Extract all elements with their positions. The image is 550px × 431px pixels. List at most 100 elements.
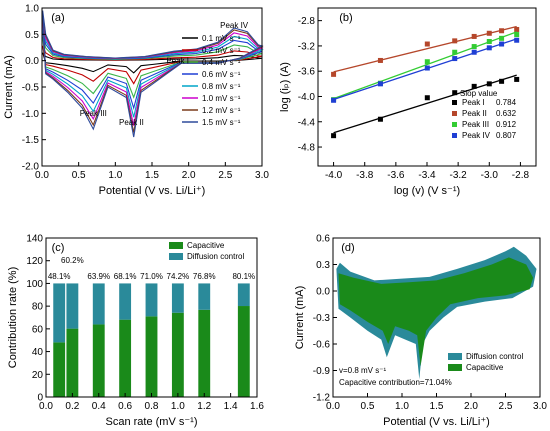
legend-label: 1.5 mV s⁻¹ — [202, 118, 241, 127]
data-point — [331, 97, 337, 103]
y-axis-label: Current (mA) — [3, 55, 15, 119]
x-tick-label: 0.2 — [65, 401, 79, 412]
bar-data-label: 68.1% — [114, 272, 137, 281]
y-tick-label: 0.0 — [316, 287, 330, 298]
bar-diffusion — [66, 283, 79, 329]
y-tick-label: 20 — [32, 370, 44, 381]
data-point — [499, 41, 505, 47]
y-tick-label: -0.6 — [313, 340, 331, 351]
y-tick-label: 0 — [37, 393, 43, 404]
y-tick-label: 140 — [26, 234, 43, 245]
bar-diffusion — [198, 283, 211, 310]
y-tick-label: -3.2 — [298, 41, 316, 52]
cv-curves-group — [42, 10, 264, 138]
data-point — [486, 38, 492, 44]
legend-label: 0.8 mV s⁻¹ — [202, 82, 241, 91]
legend-swatch — [169, 253, 183, 260]
bar-capacitive — [237, 306, 250, 397]
legend-swatch — [452, 133, 457, 138]
x-tick-label: 1.0 — [395, 401, 409, 412]
x-tick-label: 0.0 — [326, 401, 340, 412]
bar-capacitive — [119, 319, 132, 397]
legend-label: 0.2 mV s⁻¹ — [202, 46, 241, 55]
x-tick-label: 2.5 — [218, 170, 232, 181]
x-tick-label: 1.2 — [197, 401, 211, 412]
data-point — [471, 33, 477, 39]
x-tick-label: -3.4 — [418, 170, 436, 181]
y-tick-label: 60 — [32, 324, 44, 335]
legend-label: 0.6 mV s⁻¹ — [202, 70, 241, 79]
legend-label: Peak II — [462, 109, 487, 118]
x-tick-label: 2.5 — [499, 401, 513, 412]
legend-label: 1.0 mV s⁻¹ — [202, 94, 241, 103]
legend-swatch — [452, 100, 457, 105]
data-point — [471, 44, 477, 50]
x-tick-label: 0.0 — [39, 401, 53, 412]
bar-diffusion — [92, 283, 105, 325]
bar-capacitive — [145, 316, 158, 397]
legend-slope: 0.912 — [496, 120, 517, 129]
bar-diffusion — [171, 283, 184, 313]
x-tick-label: -4.0 — [325, 170, 343, 181]
legend-slope: 0.632 — [496, 109, 517, 118]
data-point — [499, 35, 505, 41]
x-axis-label: Scan rate (mV s⁻¹) — [106, 416, 198, 428]
y-axis-label: log (iₚ) (A) — [279, 62, 291, 112]
y-tick-label: -2.0 — [22, 162, 40, 173]
y-axis-label: Contribution rate (%) — [7, 267, 19, 369]
bar-data-label: 74.2% — [167, 272, 190, 281]
panel-label: (d) — [341, 242, 354, 254]
bar-diffusion — [237, 283, 250, 307]
data-point — [377, 116, 383, 122]
legend-label: Capacitive — [466, 363, 504, 372]
y-tick-label: -1.0 — [22, 109, 40, 120]
x-tick-label: -3.2 — [450, 170, 468, 181]
x-tick-label: 0.5 — [361, 401, 375, 412]
x-axis-label: log (v) (V s⁻¹) — [394, 185, 460, 197]
bar-data-label: 76.8% — [193, 272, 216, 281]
y-tick-label: -4.4 — [298, 117, 316, 128]
legend-label: 1.2 mV s⁻¹ — [202, 106, 241, 115]
data-point — [377, 81, 383, 87]
cv-curve — [42, 10, 264, 138]
y-tick-label: 0.0 — [25, 56, 39, 67]
x-axis-label: Potential (V vs. Li/Li⁺) — [99, 185, 206, 197]
x-tick-label: 0.8 — [145, 401, 159, 412]
y-tick-label: 0.3 — [316, 260, 330, 271]
x-tick-label: 3.0 — [255, 170, 269, 181]
peak-annotation: Peak II — [119, 118, 144, 127]
capacitive-contribution-annotation: Capacitive contribution=71.04% — [339, 378, 452, 387]
x-tick-label: -3.8 — [356, 170, 374, 181]
bar-capacitive — [66, 328, 79, 397]
y-tick-label: 0.5 — [25, 30, 39, 41]
data-point — [452, 38, 458, 44]
data-point — [499, 78, 505, 84]
data-point — [486, 81, 492, 87]
legend-label: Peak IV — [462, 131, 491, 140]
data-point — [331, 71, 337, 77]
y-tick-label: -2.8 — [298, 16, 316, 27]
bar-diffusion — [53, 283, 66, 343]
x-axis-label: Potential (V vs. Li/Li⁺) — [383, 416, 490, 428]
bar-data-label: 60.2% — [61, 256, 84, 265]
fit-line — [333, 25, 517, 73]
data-point — [377, 57, 383, 63]
data-point — [452, 49, 458, 55]
data-point — [471, 49, 477, 55]
bar-data-label: 71.0% — [140, 272, 163, 281]
y-tick-label: -0.5 — [22, 83, 40, 94]
bar-capacitive — [53, 342, 66, 397]
legend-label: Capacitive — [187, 241, 225, 250]
bar-data-label: 48.1% — [48, 272, 71, 281]
data-point — [514, 32, 520, 38]
scan-rate-annotation: v=0.8 mV s⁻¹ — [339, 366, 386, 375]
legend-label: Diffusion control — [466, 352, 523, 361]
y-tick-label: 100 — [26, 279, 43, 290]
y-tick-label: 0.6 — [316, 234, 330, 245]
x-tick-label: 1.0 — [108, 170, 122, 181]
y-tick-label: -0.9 — [313, 366, 331, 377]
x-tick-label: 0.4 — [92, 401, 106, 412]
peak-annotation: Peak III — [80, 109, 107, 118]
data-point — [452, 56, 458, 62]
x-tick-label: 1.0 — [171, 401, 185, 412]
